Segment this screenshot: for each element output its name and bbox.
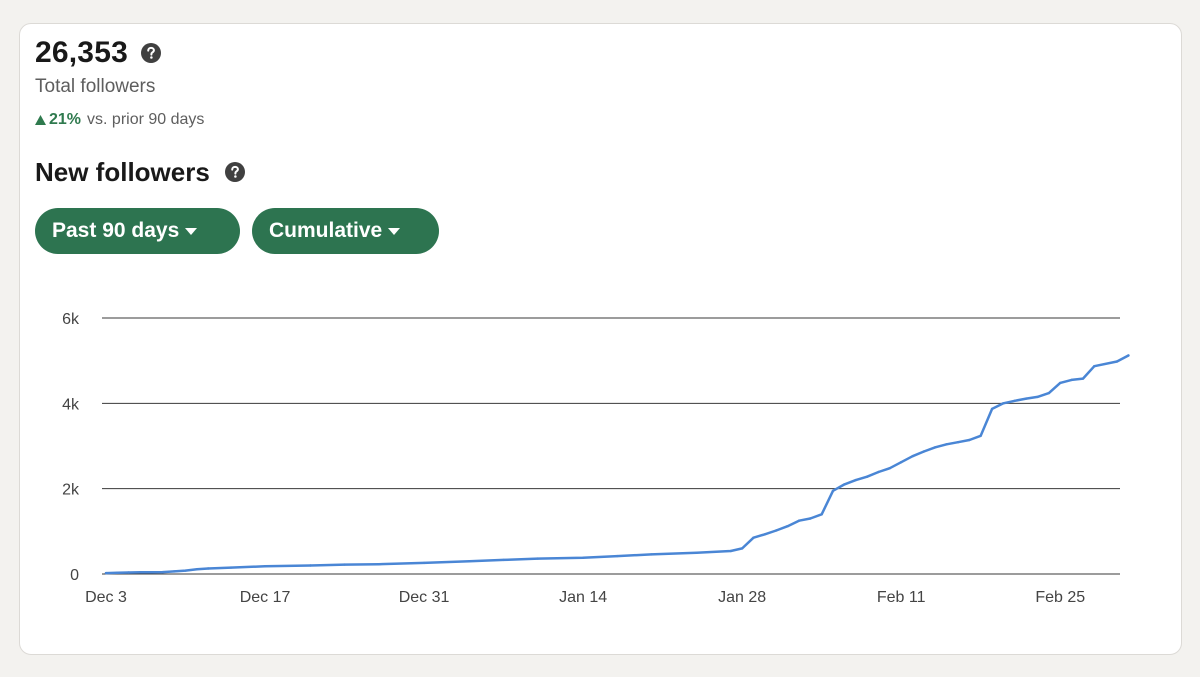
data-point bbox=[900, 461, 903, 464]
data-point bbox=[979, 434, 982, 437]
data-point bbox=[775, 529, 778, 532]
total-followers-value: 26,353 bbox=[35, 36, 128, 69]
data-point bbox=[843, 483, 846, 486]
x-tick-label: Feb 25 bbox=[1035, 589, 1085, 606]
data-point bbox=[309, 564, 312, 567]
data-point bbox=[763, 533, 767, 536]
data-point bbox=[820, 513, 823, 516]
data-point bbox=[1081, 377, 1085, 380]
data-point bbox=[877, 470, 880, 474]
data-point bbox=[809, 517, 812, 520]
data-point bbox=[468, 560, 471, 563]
data-point bbox=[990, 407, 994, 411]
data-point bbox=[377, 563, 380, 566]
data-point bbox=[1002, 402, 1005, 405]
series-line bbox=[104, 354, 1130, 575]
x-tick-label: Dec 17 bbox=[240, 589, 291, 606]
y-tick-label: 4k bbox=[62, 396, 80, 413]
data-point bbox=[195, 568, 199, 571]
total-followers-header: 26,353 bbox=[35, 36, 161, 70]
data-point bbox=[1115, 360, 1119, 363]
new-followers-header: New followers bbox=[35, 156, 245, 188]
help-icon[interactable] bbox=[140, 43, 161, 63]
data-point bbox=[161, 570, 164, 574]
data-point bbox=[888, 467, 891, 470]
x-tick-label: Dec 3 bbox=[85, 589, 127, 606]
chart-mode-dropdown[interactable]: Cumulative bbox=[252, 208, 439, 254]
data-point bbox=[922, 450, 926, 453]
data-point bbox=[422, 561, 426, 565]
data-point bbox=[104, 571, 108, 575]
data-point bbox=[854, 478, 857, 482]
x-tick-label: Feb 11 bbox=[877, 589, 926, 606]
data-point bbox=[945, 443, 948, 446]
data-point bbox=[116, 571, 119, 574]
data-point bbox=[502, 558, 505, 562]
x-tick-label: Jan 28 bbox=[718, 589, 766, 606]
data-point bbox=[343, 563, 346, 566]
data-point bbox=[127, 571, 130, 574]
data-point bbox=[263, 565, 267, 568]
data-point bbox=[831, 489, 835, 492]
data-point bbox=[150, 571, 153, 574]
time-range-label: Past 90 days bbox=[52, 219, 180, 242]
x-tick-label: Dec 31 bbox=[399, 589, 450, 606]
section-title: New followers bbox=[35, 157, 210, 187]
data-point bbox=[1093, 365, 1096, 368]
chart-mode-label: Cumulative bbox=[269, 219, 383, 242]
data-point bbox=[1059, 381, 1062, 385]
data-point bbox=[1047, 391, 1051, 395]
data-point bbox=[786, 525, 789, 528]
data-point bbox=[138, 571, 142, 574]
data-point bbox=[865, 475, 869, 478]
data-point bbox=[1070, 378, 1073, 382]
data-point bbox=[968, 438, 971, 442]
data-point bbox=[650, 553, 653, 556]
y-tick-label: 0 bbox=[70, 567, 79, 584]
y-tick-label: 6k bbox=[62, 311, 80, 328]
data-point bbox=[207, 567, 210, 570]
caret-down-icon bbox=[388, 227, 401, 235]
data-point bbox=[184, 569, 187, 572]
data-point bbox=[1127, 354, 1130, 357]
x-tick-label: Jan 14 bbox=[559, 589, 607, 606]
total-followers-label: Total followers bbox=[35, 76, 156, 97]
data-point bbox=[729, 549, 732, 553]
change-percent: 21% bbox=[49, 111, 82, 128]
y-tick-label: 2k bbox=[62, 482, 80, 499]
data-point bbox=[956, 441, 960, 444]
help-icon[interactable] bbox=[224, 162, 245, 182]
followers-card bbox=[19, 23, 1182, 655]
data-point bbox=[173, 570, 176, 573]
data-point bbox=[1013, 399, 1016, 402]
time-range-dropdown[interactable]: Past 90 days bbox=[35, 208, 240, 254]
data-point bbox=[1036, 395, 1039, 399]
data-point bbox=[911, 455, 914, 458]
data-point bbox=[752, 536, 755, 539]
data-point bbox=[536, 557, 539, 560]
change-comparison-text: vs. prior 90 days bbox=[87, 111, 205, 128]
triangle-up-icon bbox=[35, 115, 46, 125]
change-indicator: 21% vs. prior 90 days bbox=[35, 111, 204, 129]
data-point bbox=[797, 519, 801, 522]
caret-down-icon bbox=[185, 227, 198, 235]
data-point bbox=[741, 547, 744, 550]
data-point bbox=[695, 551, 698, 554]
data-point bbox=[616, 554, 619, 558]
data-point bbox=[934, 446, 937, 449]
data-point bbox=[581, 556, 585, 559]
data-point bbox=[229, 566, 233, 569]
data-point bbox=[1025, 397, 1028, 400]
